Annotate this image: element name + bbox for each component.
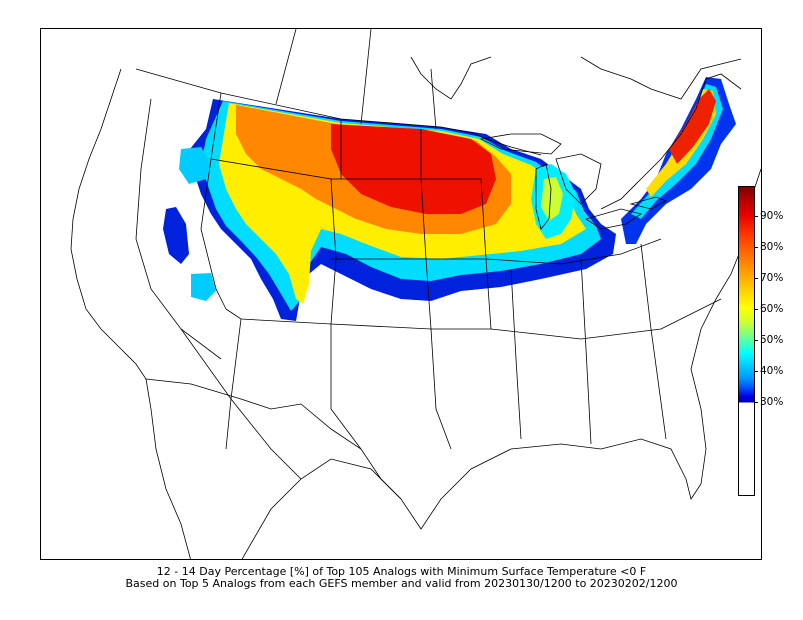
lake-michigan bbox=[535, 163, 552, 230]
canada-coast bbox=[410, 56, 492, 100]
colorbar bbox=[738, 186, 755, 496]
field-michigan-core bbox=[541, 177, 563, 221]
field-ne-red bbox=[669, 89, 716, 164]
colorbar-tick-30: 30% bbox=[760, 396, 784, 408]
state-line-2 bbox=[135, 98, 222, 360]
colorbar-tick-mark bbox=[755, 278, 758, 279]
state-line-10 bbox=[490, 298, 722, 340]
state-line-16 bbox=[640, 243, 667, 440]
gulf-coast bbox=[241, 438, 702, 559]
caption-line-1: 12 - 14 Day Percentage [%] of Top 105 An… bbox=[156, 565, 647, 578]
probability-field bbox=[163, 77, 736, 321]
colorbar-tick-mark bbox=[755, 216, 758, 217]
colorbar-tick-70: 70% bbox=[760, 272, 784, 284]
field-red-core bbox=[331, 124, 496, 214]
colorbar-tick-mark bbox=[755, 402, 758, 403]
pacific-coast bbox=[70, 68, 191, 559]
colorbar-tick-60: 60% bbox=[760, 303, 784, 315]
quebec-coast bbox=[580, 56, 742, 100]
us-canada-border bbox=[135, 68, 542, 156]
lake-ontario bbox=[629, 196, 667, 210]
state-line-13 bbox=[430, 328, 452, 450]
state-line-11 bbox=[330, 324, 362, 450]
canada-province-3 bbox=[430, 68, 437, 130]
colorbar-tick-90: 90% bbox=[760, 210, 784, 222]
state-line-15 bbox=[580, 258, 592, 445]
colorbar-tick-mark bbox=[755, 340, 758, 341]
caption-line-2: Based on Top 5 Analogs from each GEFS me… bbox=[125, 577, 678, 590]
lake-huron bbox=[555, 153, 602, 205]
canada-province-1 bbox=[275, 29, 297, 105]
field-west-patch bbox=[179, 147, 211, 184]
colorbar-tick-40: 40% bbox=[760, 365, 784, 377]
mexico-border bbox=[145, 378, 402, 500]
us-canada-border-east bbox=[600, 73, 742, 210]
colorbar-tick-mark bbox=[755, 309, 758, 310]
state-line-17 bbox=[180, 328, 302, 480]
lake-erie bbox=[585, 208, 642, 230]
colorbar-tick-50: 50% bbox=[760, 334, 784, 346]
colorbar-tick-mark bbox=[755, 371, 758, 372]
map-frame bbox=[40, 28, 762, 560]
state-line-3 bbox=[210, 158, 337, 325]
colorbar-tick-mark bbox=[755, 247, 758, 248]
map-canvas bbox=[70, 29, 761, 559]
state-line-12 bbox=[225, 318, 242, 450]
field-utah-patch bbox=[191, 273, 216, 301]
state-line-14 bbox=[510, 268, 522, 440]
canada-province-2 bbox=[360, 29, 372, 125]
state-line-1 bbox=[200, 92, 227, 310]
lake-superior bbox=[479, 133, 562, 155]
field-nevada-patch bbox=[163, 207, 189, 264]
colorbar-tick-80: 80% bbox=[760, 241, 784, 253]
